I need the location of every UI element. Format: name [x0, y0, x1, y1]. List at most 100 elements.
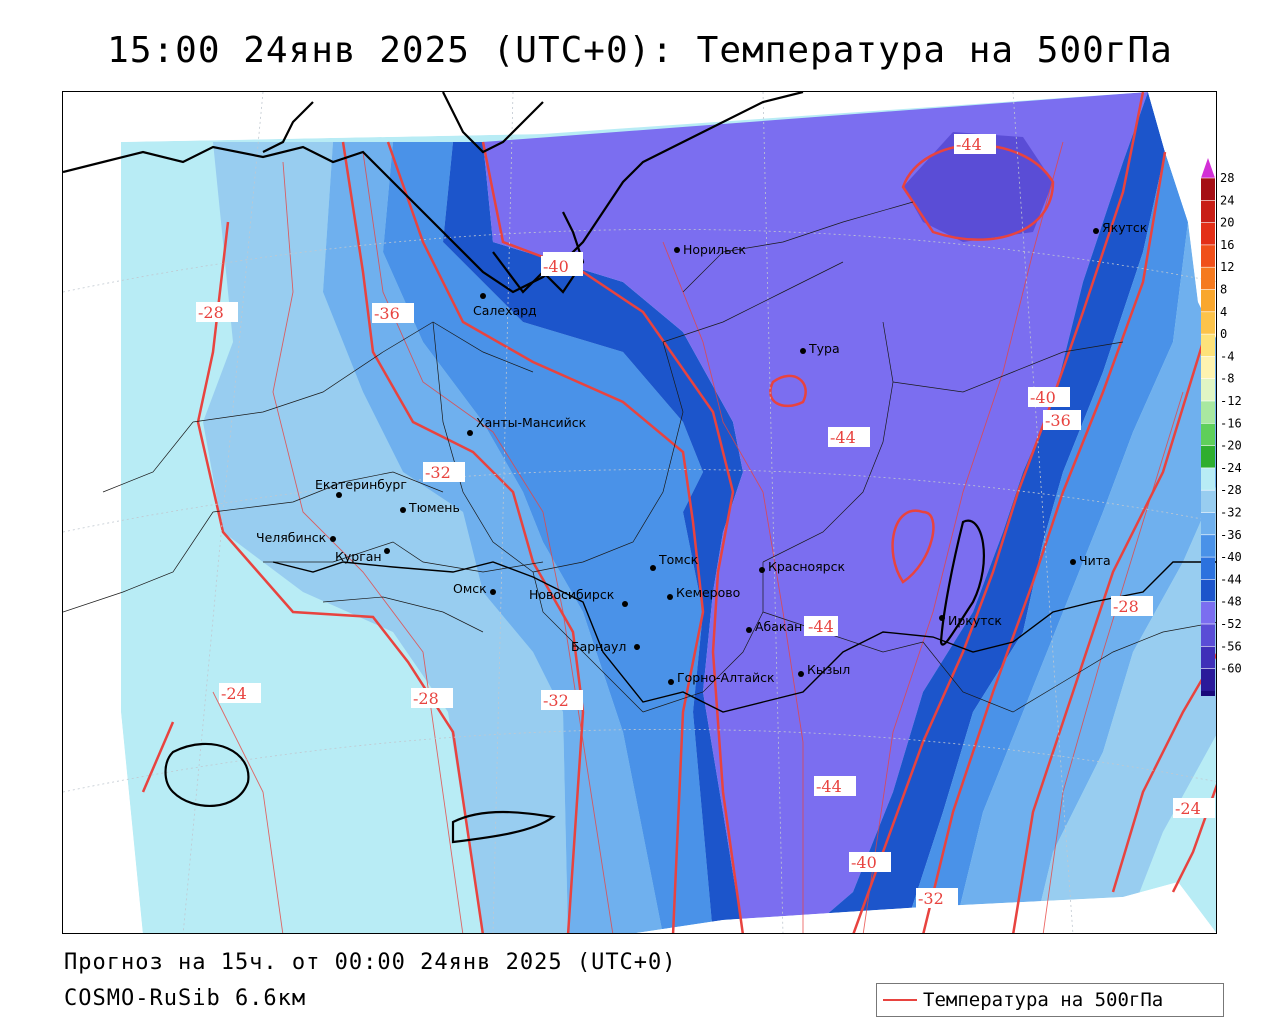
- isotherm-label: -28: [196, 302, 238, 322]
- colorbar-swatch: [1201, 624, 1215, 647]
- temperature-fill: [121, 92, 1216, 933]
- isotherm-label: -44: [804, 616, 838, 636]
- svg-text:-32: -32: [918, 889, 944, 908]
- cities: Норильск Салехард Тура Якутск Ханты-Манс…: [256, 220, 1148, 685]
- svg-text:-40: -40: [543, 257, 569, 276]
- svg-text:Кызыл: Кызыл: [807, 662, 850, 677]
- isotherm-label: -28: [1111, 596, 1153, 616]
- colorbar-tick-label: 4: [1220, 305, 1227, 319]
- city-abakan[interactable]: Абакан: [746, 619, 802, 634]
- colorbar-swatch: [1201, 334, 1215, 357]
- colorbar-tip-top: [1201, 158, 1215, 178]
- svg-text:Челябинск: Челябинск: [256, 530, 327, 545]
- colorbar-tick-label: -32: [1220, 506, 1242, 520]
- svg-text:Екатеринбург: Екатеринбург: [315, 477, 407, 492]
- city-barnaul[interactable]: Барнаул: [571, 639, 640, 654]
- svg-text:Якутск: Якутск: [1102, 220, 1148, 235]
- colorbar-swatch: [1201, 690, 1215, 696]
- city-tyumen[interactable]: Тюмень: [400, 500, 460, 515]
- colorbar-tick-label: 12: [1220, 260, 1234, 274]
- colorbar-swatch: [1201, 490, 1215, 513]
- isotherm-label: -40: [849, 852, 891, 872]
- city-kurgan[interactable]: Курган: [335, 548, 390, 564]
- svg-text:-40: -40: [1030, 388, 1056, 407]
- no-data-area: [63, 92, 543, 933]
- colorbar-swatch: [1201, 378, 1215, 402]
- colorbar-tick-label: 28: [1220, 171, 1234, 185]
- colorbar-swatch: [1201, 311, 1215, 335]
- colorbar-tick-label: -8: [1220, 372, 1234, 386]
- svg-text:-36: -36: [374, 304, 400, 323]
- svg-text:-28: -28: [1113, 597, 1139, 616]
- colorbar-tick-label: -60: [1220, 662, 1242, 676]
- city-yakutsk[interactable]: Якутск: [1093, 220, 1148, 235]
- colorbar-tick-label: -12: [1220, 394, 1242, 408]
- svg-text:Ханты-Мансийск: Ханты-Мансийск: [476, 415, 587, 430]
- svg-text:-44: -44: [808, 617, 834, 636]
- colorbar-swatch: [1201, 178, 1215, 201]
- colorbar-tick-label: -20: [1220, 439, 1242, 453]
- colorbar-tick-label: -24: [1220, 461, 1242, 475]
- isotherm-labels: -28 -36 -40 -44 -44 -44 -44 -40 -36 -32 …: [196, 134, 1215, 908]
- isotherm-label: -28: [411, 688, 453, 708]
- state-border: [272, 561, 1216, 713]
- city-novosibirsk[interactable]: Новосибирск: [529, 587, 628, 607]
- isotherm-label: -24: [219, 683, 261, 703]
- svg-text:-32: -32: [543, 691, 569, 710]
- svg-text:Томск: Томск: [658, 552, 699, 567]
- colorbar-swatch: [1201, 244, 1215, 268]
- svg-text:-28: -28: [198, 303, 224, 322]
- isotherm-label: -44: [814, 776, 856, 796]
- svg-text:-32: -32: [425, 463, 451, 482]
- isotherm-label: -32: [541, 690, 583, 710]
- isotherm-label: -32: [916, 888, 958, 908]
- isotherms: [141, 92, 1216, 933]
- city-salekhard[interactable]: Салехард: [473, 293, 537, 318]
- svg-text:Тура: Тура: [808, 341, 840, 356]
- temperature-map[interactable]: Норильск Салехард Тура Якутск Ханты-Манс…: [63, 92, 1217, 934]
- isotherm-label: -24: [1173, 798, 1215, 818]
- legend-line-swatch: [883, 999, 917, 1001]
- colorbar-swatch: [1201, 467, 1215, 491]
- colorbar-tick-label: -52: [1220, 617, 1242, 631]
- legend-label: Температура на 500гПа: [923, 989, 1164, 1011]
- isotherm-label: -40: [1028, 387, 1070, 407]
- city-norilsk[interactable]: Норильск: [674, 242, 746, 257]
- city-krasnoyarsk[interactable]: Красноярск: [759, 559, 845, 574]
- colorbar-tick-label: -16: [1220, 416, 1242, 430]
- colorbar-swatch: [1201, 222, 1215, 246]
- city-kyzyl[interactable]: Кызыл: [798, 662, 850, 677]
- colorbar-swatch: [1201, 445, 1215, 469]
- svg-text:-24: -24: [221, 684, 247, 703]
- isotherm-label: -40: [541, 256, 583, 276]
- svg-text:-28: -28: [413, 689, 439, 708]
- city-chita[interactable]: Чита: [1070, 553, 1111, 568]
- colorbar-swatch: [1201, 423, 1215, 447]
- isotherm-label: -44: [954, 134, 996, 154]
- city-tura[interactable]: Тура: [800, 341, 840, 356]
- colorbar-tick-label: -28: [1220, 483, 1242, 497]
- city-khanty-mansiysk[interactable]: Ханты-Мансийск: [467, 415, 587, 436]
- colorbar-swatch: [1201, 601, 1215, 625]
- city-chelyabinsk[interactable]: Челябинск: [256, 530, 336, 545]
- svg-text:Горно-Алтайск: Горно-Алтайск: [677, 670, 775, 685]
- city-tomsk[interactable]: Томск: [650, 552, 699, 571]
- city-irkutsk[interactable]: Иркутск: [939, 613, 1002, 628]
- svg-text:Кемерово: Кемерово: [676, 585, 740, 600]
- colorbar-tick-label: -4: [1220, 349, 1234, 363]
- colorbar-tick-label: -44: [1220, 572, 1242, 586]
- isotherm-label: -36: [372, 303, 414, 323]
- city-omsk[interactable]: Омск: [453, 581, 496, 596]
- colorbar-swatch: [1201, 668, 1215, 692]
- colorbar: 28 24 20 16 12 8 4 0 -4 -8 -12 -16 -20 -24 -28 -32 -36 -4…: [1201, 158, 1242, 696]
- city-gorno-altaysk[interactable]: Горно-Алтайск: [668, 670, 775, 685]
- colorbar-tick-label: 20: [1220, 216, 1234, 230]
- colorbar-swatch: [1201, 534, 1215, 558]
- map-panel[interactable]: Норильск Салехард Тура Якутск Ханты-Манс…: [62, 91, 1217, 934]
- svg-text:-44: -44: [956, 135, 982, 154]
- svg-text:-44: -44: [816, 777, 842, 796]
- city-kemerovo[interactable]: Кемерово: [667, 585, 740, 600]
- colorbar-swatch: [1201, 356, 1215, 380]
- colorbar-tick-label: -56: [1220, 639, 1242, 653]
- city-yekaterinburg[interactable]: Екатеринбург: [315, 477, 407, 498]
